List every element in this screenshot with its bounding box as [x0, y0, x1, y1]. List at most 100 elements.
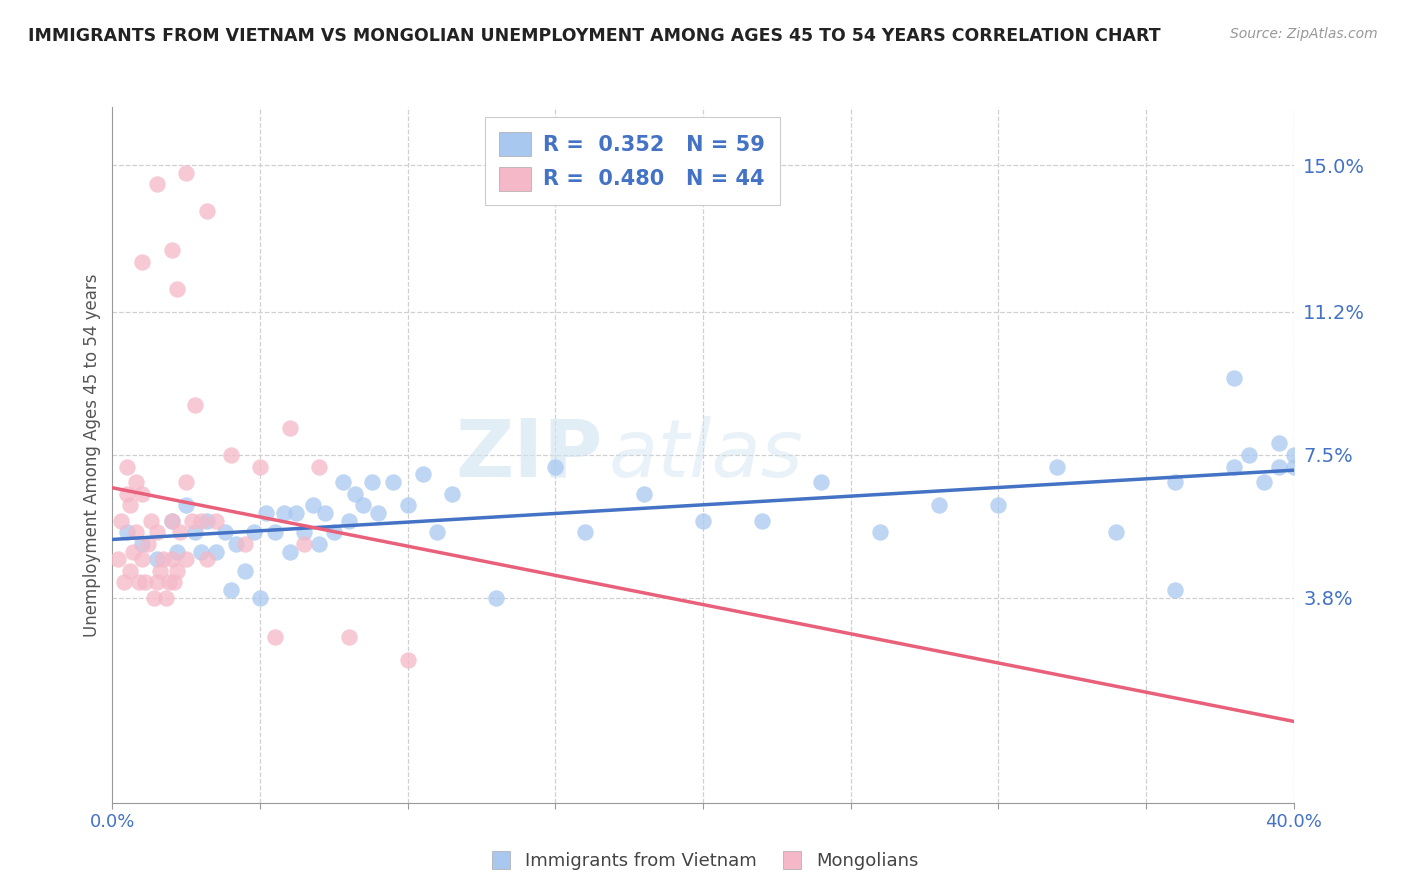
- Point: [411, 467, 433, 482]
- Point: [125, 525, 148, 540]
- Point: [149, 564, 172, 578]
- Point: [131, 552, 153, 566]
- Point: [633, 486, 655, 500]
- Point: [166, 564, 188, 578]
- Point: [810, 475, 832, 489]
- Point: [1239, 448, 1261, 462]
- Point: [264, 630, 287, 644]
- Point: [367, 506, 389, 520]
- Point: [1046, 459, 1069, 474]
- Point: [160, 552, 183, 566]
- Point: [1268, 459, 1291, 474]
- Point: [343, 486, 366, 500]
- Point: [314, 506, 336, 520]
- Point: [166, 544, 188, 558]
- Point: [163, 575, 186, 590]
- Point: [308, 537, 330, 551]
- Point: [337, 630, 360, 644]
- Point: [692, 514, 714, 528]
- Point: [352, 498, 374, 512]
- Point: [195, 204, 218, 219]
- Point: [1253, 475, 1275, 489]
- Point: [396, 653, 419, 667]
- Point: [382, 475, 405, 489]
- Point: [233, 564, 256, 578]
- Point: [146, 575, 169, 590]
- Point: [441, 486, 464, 500]
- Point: [264, 525, 287, 540]
- Point: [131, 486, 153, 500]
- Point: [195, 552, 218, 566]
- Point: [160, 514, 183, 528]
- Text: Source: ZipAtlas.com: Source: ZipAtlas.com: [1230, 27, 1378, 41]
- Point: [987, 498, 1010, 512]
- Point: [110, 514, 132, 528]
- Point: [160, 514, 183, 528]
- Point: [254, 506, 277, 520]
- Point: [219, 448, 242, 462]
- Point: [125, 475, 148, 489]
- Point: [544, 459, 567, 474]
- Point: [122, 544, 145, 558]
- Point: [574, 525, 596, 540]
- Point: [190, 514, 212, 528]
- Point: [219, 583, 242, 598]
- Point: [361, 475, 384, 489]
- Point: [1164, 475, 1187, 489]
- Point: [243, 525, 266, 540]
- Point: [134, 575, 156, 590]
- Y-axis label: Unemployment Among Ages 45 to 54 years: Unemployment Among Ages 45 to 54 years: [83, 273, 101, 637]
- Point: [142, 591, 165, 605]
- Point: [107, 552, 129, 566]
- Point: [337, 514, 360, 528]
- Point: [249, 459, 271, 474]
- Point: [146, 552, 169, 566]
- Point: [139, 514, 162, 528]
- Point: [181, 514, 204, 528]
- Point: [117, 486, 138, 500]
- Point: [120, 498, 142, 512]
- Point: [332, 475, 354, 489]
- Point: [190, 544, 212, 558]
- Point: [117, 459, 138, 474]
- Text: IMMIGRANTS FROM VIETNAM VS MONGOLIAN UNEMPLOYMENT AMONG AGES 45 TO 54 YEARS CORR: IMMIGRANTS FROM VIETNAM VS MONGOLIAN UNE…: [28, 27, 1161, 45]
- Point: [205, 544, 228, 558]
- Point: [166, 282, 188, 296]
- Point: [869, 525, 891, 540]
- Point: [233, 537, 256, 551]
- Point: [169, 525, 191, 540]
- Point: [117, 525, 138, 540]
- Point: [205, 514, 228, 528]
- Point: [225, 537, 247, 551]
- Point: [184, 525, 207, 540]
- Point: [174, 166, 197, 180]
- Point: [284, 506, 307, 520]
- Point: [308, 459, 330, 474]
- Point: [1268, 436, 1291, 450]
- Point: [1282, 459, 1305, 474]
- Point: [157, 575, 180, 590]
- Point: [1282, 448, 1305, 462]
- Point: [928, 498, 950, 512]
- Point: [426, 525, 449, 540]
- Text: ZIP: ZIP: [456, 416, 603, 494]
- Point: [128, 575, 150, 590]
- Point: [112, 575, 135, 590]
- Point: [174, 552, 197, 566]
- Point: [1105, 525, 1128, 540]
- Point: [146, 178, 169, 192]
- Point: [323, 525, 346, 540]
- Point: [155, 591, 177, 605]
- Point: [273, 506, 295, 520]
- Point: [131, 254, 153, 268]
- Point: [278, 544, 301, 558]
- Point: [302, 498, 325, 512]
- Point: [214, 525, 236, 540]
- Point: [146, 525, 169, 540]
- Legend: Immigrants from Vietnam, Mongolians: Immigrants from Vietnam, Mongolians: [479, 845, 927, 877]
- Point: [131, 537, 153, 551]
- Text: atlas: atlas: [609, 416, 803, 494]
- Point: [249, 591, 271, 605]
- Point: [184, 398, 207, 412]
- Point: [278, 421, 301, 435]
